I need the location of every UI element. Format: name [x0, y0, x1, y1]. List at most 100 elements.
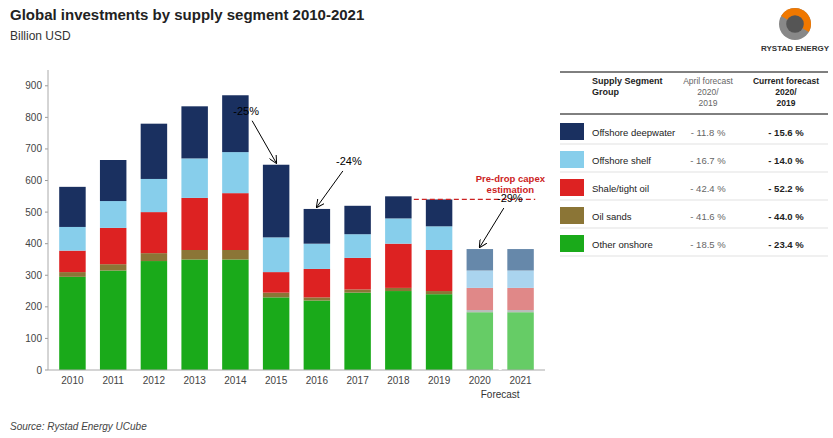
table-label: Offshore shelf — [592, 155, 651, 166]
bar-segment — [467, 249, 493, 270]
bar-segment — [507, 271, 533, 288]
bar-segment — [141, 261, 167, 370]
bar-segment — [304, 297, 330, 300]
y-tick-label: 0 — [36, 365, 42, 376]
x-tick-label: 2012 — [143, 375, 166, 386]
x-tick-label: 2010 — [61, 375, 84, 386]
bar-segment — [100, 160, 126, 201]
annotation-arrow — [317, 171, 343, 207]
bar-segment — [344, 206, 370, 234]
bar-segment — [344, 293, 370, 370]
bar-segment — [181, 198, 207, 250]
table-row-rule — [560, 144, 828, 145]
bar-segment — [344, 258, 370, 290]
forecast-divider — [499, 70, 502, 370]
bar-segment — [59, 272, 85, 277]
bar-segment — [59, 227, 85, 251]
y-axis-line — [48, 70, 49, 370]
table-header: Supply SegmentGroup — [592, 76, 663, 97]
table-label: Oil sands — [592, 211, 632, 222]
x-tick-label: 2016 — [306, 375, 329, 386]
table-current: - 44.0 % — [768, 211, 804, 222]
y-tick-label: 800 — [25, 112, 42, 123]
y-tick-label: 700 — [25, 143, 42, 154]
table-current: - 52.2 % — [768, 183, 804, 194]
table-swatch — [560, 235, 584, 252]
y-tick-label: 200 — [25, 301, 42, 312]
subtitle: Billion USD — [10, 29, 71, 43]
bar-segment — [263, 297, 289, 370]
bar-segment — [304, 301, 330, 370]
table-april: - 11.8 % — [691, 127, 726, 138]
bar-segment — [59, 187, 85, 227]
table-label: Other onshore — [592, 239, 653, 250]
bar-segment — [426, 199, 452, 226]
bar-segment — [141, 253, 167, 261]
bar-segment — [426, 226, 452, 250]
logo-base — [779, 8, 811, 40]
bar-segment — [59, 251, 85, 272]
bar-segment — [385, 218, 411, 243]
bar-segment — [467, 288, 493, 310]
y-tick-label: 500 — [25, 207, 42, 218]
logo-wedge — [781, 8, 811, 32]
annotation: -29% — [497, 192, 523, 204]
bar-segment — [304, 209, 330, 244]
table-april: - 16.7 % — [690, 155, 726, 166]
table-april: - 18.5 % — [690, 239, 726, 250]
x-axis-line — [48, 370, 545, 371]
bar-segment — [385, 291, 411, 370]
table-swatch — [560, 179, 584, 196]
table-current: - 23.4 % — [768, 239, 804, 250]
bar-segment — [385, 244, 411, 288]
bar-segment — [100, 201, 126, 228]
bar-segment — [263, 165, 289, 238]
bar-segment — [467, 271, 493, 288]
table-header: Current forecast2020/2019 — [753, 76, 819, 108]
bar-segment — [467, 312, 493, 370]
y-tick-label: 400 — [25, 238, 42, 249]
table-header: April forecast2020/2019 — [683, 76, 733, 108]
x-tick-label: 2019 — [428, 375, 451, 386]
bar-segment — [344, 289, 370, 292]
x-tick-label: 2015 — [265, 375, 288, 386]
bar-segment — [263, 272, 289, 293]
table-current: - 15.6 % — [768, 127, 804, 138]
annotation: -24% — [336, 155, 362, 167]
bar-segment — [181, 259, 207, 370]
table-row-rule — [560, 228, 828, 229]
logo-text: RYSTAD ENERGY — [761, 44, 830, 53]
source: Source: Rystad Energy UCube — [10, 421, 147, 432]
table-rule — [560, 72, 828, 73]
bar-segment — [141, 179, 167, 212]
bar-segment — [426, 291, 452, 294]
x-tick-label: 2020 — [469, 375, 492, 386]
x-tick-label: 2017 — [346, 375, 369, 386]
bar-segment — [507, 288, 533, 310]
y-tick-label: 100 — [25, 333, 42, 344]
bar-segment — [222, 152, 248, 193]
annotation: -25% — [233, 105, 259, 117]
table-label: Shale/tight oil — [592, 183, 649, 194]
chart: Global investments by supply segment 201… — [0, 0, 833, 438]
bar-segment — [181, 106, 207, 158]
bar-segment — [59, 277, 85, 370]
table-swatch — [560, 151, 584, 168]
x-tick-label: 2021 — [509, 375, 532, 386]
table-april: - 41.6 % — [690, 211, 726, 222]
x-tick-label: 2011 — [102, 375, 124, 386]
forecast-label: Forecast — [481, 389, 520, 400]
table-april: - 42.4 % — [690, 183, 726, 194]
bars — [59, 95, 534, 370]
bar-segment — [100, 264, 126, 270]
bar-segment — [426, 294, 452, 370]
bar-segment — [385, 196, 411, 218]
bar-segment — [141, 212, 167, 253]
bar-segment — [507, 312, 533, 370]
table-row-rule — [560, 200, 828, 201]
table-row-rule — [560, 172, 828, 173]
table-swatch — [560, 207, 584, 224]
bar-segment — [222, 259, 248, 370]
annotation-arrow — [480, 208, 504, 247]
y-tick-label: 600 — [25, 175, 42, 186]
